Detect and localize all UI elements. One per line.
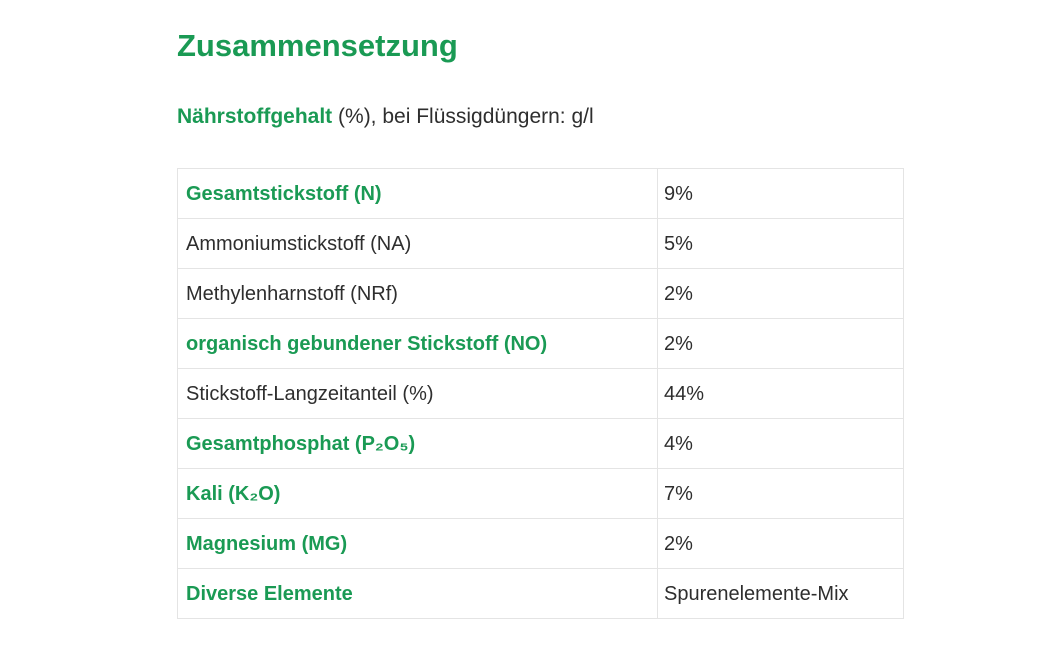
table-row: Magnesium (MG) 2% — [178, 519, 903, 569]
composition-section: Zusammensetzung Nährstoffgehalt (%), bei… — [177, 28, 904, 619]
row-value: 7% — [657, 469, 903, 518]
row-value: 44% — [657, 369, 903, 418]
table-row: Kali (K₂O) 7% — [178, 469, 903, 519]
table-row: Methylenharnstoff (NRf) 2% — [178, 269, 903, 319]
row-label: Ammoniumstickstoff (NA) — [186, 232, 412, 255]
row-value: 2% — [657, 319, 903, 368]
table-row: Stickstoff-Langzeitanteil (%) 44% — [178, 369, 903, 419]
subtitle-emphasis: Nährstoffgehalt — [177, 105, 333, 128]
row-value: 2% — [657, 519, 903, 568]
row-label: Methylenharnstoff (NRf) — [186, 282, 398, 305]
table-row: Gesamtphosphat (P₂O₅) 4% — [178, 419, 903, 469]
page-title: Zusammensetzung — [177, 28, 458, 63]
row-label: Gesamtphosphat (P₂O₅) — [186, 432, 416, 455]
table-row: organisch gebundener Stickstoff (NO) 2% — [178, 319, 903, 369]
composition-table: Gesamtstickstoff (N) 9% Ammoniumsticksto… — [177, 168, 904, 619]
subtitle: Nährstoffgehalt (%), bei Flüssigdüngern:… — [177, 103, 904, 130]
row-label: organisch gebundener Stickstoff (NO) — [186, 332, 548, 355]
row-value: 4% — [657, 419, 903, 468]
row-label: Diverse Elemente — [186, 582, 353, 605]
table-row: Gesamtstickstoff (N) 9% — [178, 169, 903, 219]
row-value: 5% — [657, 219, 903, 268]
row-label: Kali (K₂O) — [186, 482, 281, 505]
row-value: 9% — [657, 169, 903, 218]
table-row: Ammoniumstickstoff (NA) 5% — [178, 219, 903, 269]
row-value: 2% — [657, 269, 903, 318]
table-row: Diverse Elemente Spurenelemente-Mix — [178, 569, 903, 619]
subtitle-rest: (%), bei Flüssigdüngern: g/l — [332, 105, 594, 128]
row-label: Stickstoff-Langzeitanteil (%) — [186, 382, 434, 405]
row-label: Magnesium (MG) — [186, 532, 348, 555]
row-value: Spurenelemente-Mix — [657, 569, 903, 618]
row-label: Gesamtstickstoff (N) — [186, 182, 382, 205]
